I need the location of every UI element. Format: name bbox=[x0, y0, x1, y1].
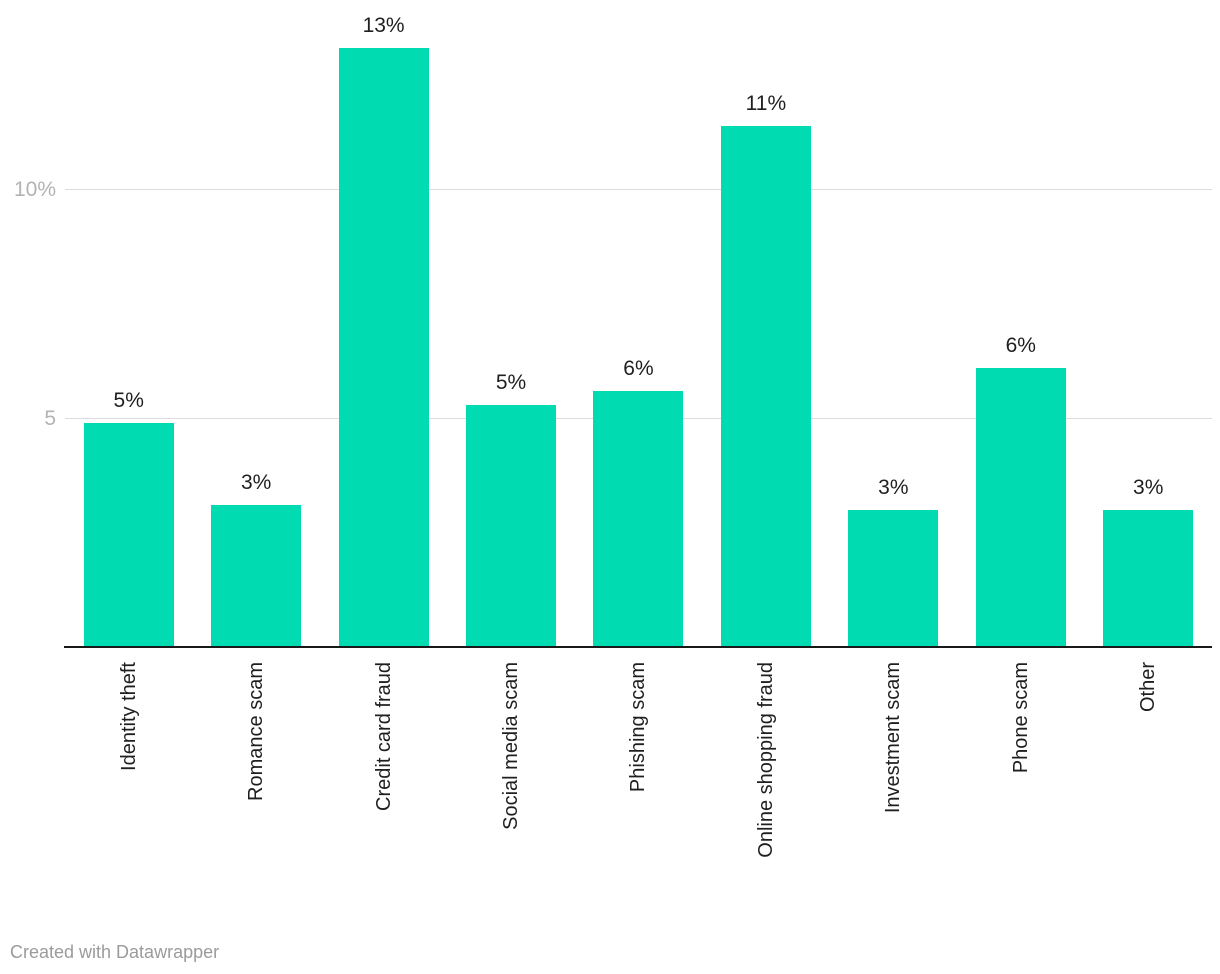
gridline-10 bbox=[65, 189, 1212, 190]
bar-value-label: 6% bbox=[1005, 334, 1036, 357]
bar-column-identity-theft: 5% bbox=[65, 0, 192, 647]
plot-area: 5% 3% 13% 5% 6% 11% 3% 6% bbox=[65, 0, 1212, 647]
x-axis-label-identity-theft: Identity theft bbox=[117, 662, 140, 771]
bar-column-phishing-scam: 6% bbox=[575, 0, 702, 647]
x-axis-labels: Identity theft Romance scam Credit card … bbox=[65, 649, 1212, 939]
bar-other[interactable] bbox=[1103, 510, 1194, 647]
x-axis-label-phone-scam: Phone scam bbox=[1009, 662, 1032, 774]
bar-phone-scam[interactable] bbox=[975, 368, 1066, 647]
bar-value-label: 6% bbox=[623, 357, 654, 380]
x-axis-line bbox=[64, 646, 1212, 648]
x-axis-label-other: Other bbox=[1137, 662, 1160, 713]
bar-value-label: 13% bbox=[362, 14, 405, 37]
bar-column-social-media-scam: 5% bbox=[447, 0, 574, 647]
bar-value-label: 11% bbox=[745, 92, 787, 115]
bar-column-other: 3% bbox=[1085, 0, 1212, 647]
y-axis-tick-label-10: 10% bbox=[13, 178, 56, 201]
x-axis-label-credit-card-fraud: Credit card fraud bbox=[372, 662, 395, 811]
bar-value-label: 3% bbox=[1133, 476, 1164, 499]
bar-social-media-scam[interactable] bbox=[466, 405, 557, 647]
bar-value-label: 3% bbox=[240, 471, 272, 494]
x-axis-label-online-shopping-fraud: Online shopping fraud bbox=[754, 662, 777, 858]
bar-value-label: 5% bbox=[495, 371, 527, 394]
bar-credit-card-fraud[interactable] bbox=[338, 48, 429, 647]
bar-value-label: 5% bbox=[113, 389, 144, 412]
y-axis-tick-label-5: 5 bbox=[44, 406, 56, 430]
x-axis-label-social-media-scam: Social media scam bbox=[500, 662, 523, 830]
bar-column-romance-scam: 3% bbox=[192, 0, 319, 647]
bar-value-label: 3% bbox=[878, 476, 909, 499]
bar-investment-scam[interactable] bbox=[848, 510, 939, 647]
bar-column-investment-scam: 3% bbox=[830, 0, 957, 647]
bar-online-shopping-fraud[interactable] bbox=[720, 126, 811, 647]
bar-column-credit-card-fraud: 13% bbox=[320, 0, 447, 647]
x-axis-label-investment-scam: Investment scam bbox=[882, 662, 905, 814]
bar-identity-theft[interactable] bbox=[83, 423, 174, 647]
bar-column-phone-scam: 6% bbox=[957, 0, 1084, 647]
x-axis-label-romance-scam: Romance scam bbox=[245, 662, 268, 801]
datawrapper-credit-link[interactable]: Created with Datawrapper bbox=[10, 942, 220, 962]
bar-romance-scam[interactable] bbox=[211, 505, 302, 647]
bar-phishing-scam[interactable] bbox=[593, 391, 684, 647]
x-axis-label-phishing-scam: Phishing scam bbox=[627, 662, 650, 793]
bar-column-online-shopping-fraud: 11% bbox=[702, 0, 829, 647]
